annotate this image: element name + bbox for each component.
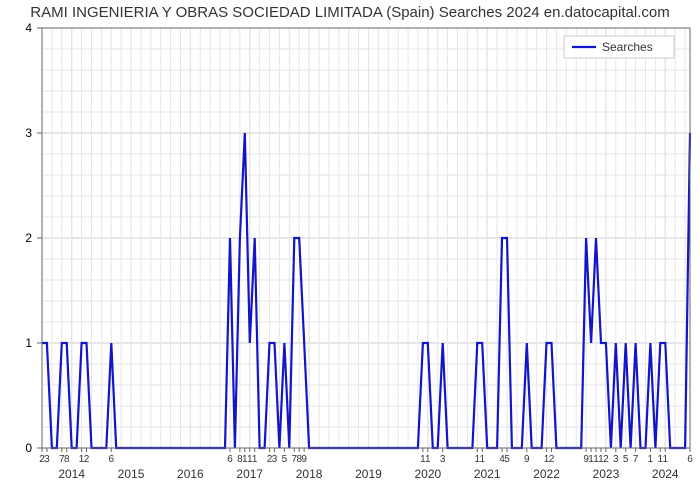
svg-text:2: 2 [84, 454, 90, 465]
svg-text:2022: 2022 [533, 467, 560, 481]
svg-text:3: 3 [440, 454, 446, 465]
svg-text:1: 1 [25, 336, 32, 350]
svg-text:2: 2 [603, 454, 609, 465]
svg-text:6: 6 [227, 454, 233, 465]
svg-text:1: 1 [425, 454, 431, 465]
x-axis-years: 2014 2015 2016 2017 2018 2019 2020 2021 2022 2023… [58, 467, 679, 481]
svg-text:9: 9 [524, 454, 530, 465]
svg-text:2020: 2020 [414, 467, 441, 481]
svg-text:2: 2 [549, 454, 555, 465]
svg-text:1: 1 [648, 454, 654, 465]
svg-text:2: 2 [25, 231, 32, 245]
svg-text:5: 5 [623, 454, 629, 465]
svg-text:2024: 2024 [652, 467, 679, 481]
svg-text:8: 8 [64, 454, 70, 465]
svg-text:9: 9 [301, 454, 307, 465]
svg-text:6: 6 [687, 454, 693, 465]
svg-text:7: 7 [633, 454, 639, 465]
svg-text:1: 1 [479, 454, 485, 465]
svg-text:2016: 2016 [177, 467, 204, 481]
legend-label: Searches [602, 40, 653, 54]
grid [42, 28, 690, 448]
svg-text:5: 5 [504, 454, 510, 465]
svg-text:3: 3 [25, 126, 32, 140]
svg-text:5: 5 [282, 454, 288, 465]
svg-text:3: 3 [44, 454, 50, 465]
svg-text:2021: 2021 [474, 467, 501, 481]
svg-text:0: 0 [25, 441, 32, 455]
svg-text:3: 3 [272, 454, 278, 465]
y-axis: 0 1 2 3 4 [25, 21, 42, 455]
svg-text:1: 1 [252, 454, 258, 465]
svg-text:1: 1 [662, 454, 668, 465]
chart-container: RAMI INGENIERIA Y OBRAS SOCIEDAD LIMITAD… [0, 0, 700, 500]
svg-text:2015: 2015 [118, 467, 145, 481]
svg-text:2019: 2019 [355, 467, 382, 481]
x-axis: 2378126681112357891131145912911123571116 [39, 448, 693, 465]
series-line [42, 133, 690, 448]
svg-text:3: 3 [613, 454, 619, 465]
svg-text:2014: 2014 [58, 467, 85, 481]
svg-text:4: 4 [25, 21, 32, 35]
svg-text:2017: 2017 [236, 467, 263, 481]
svg-text:6: 6 [108, 454, 114, 465]
legend: Searches [564, 36, 674, 58]
svg-text:2023: 2023 [593, 467, 620, 481]
chart-plot: 01234 2378126681112357891131145912911123… [0, 0, 700, 500]
svg-text:2018: 2018 [296, 467, 323, 481]
